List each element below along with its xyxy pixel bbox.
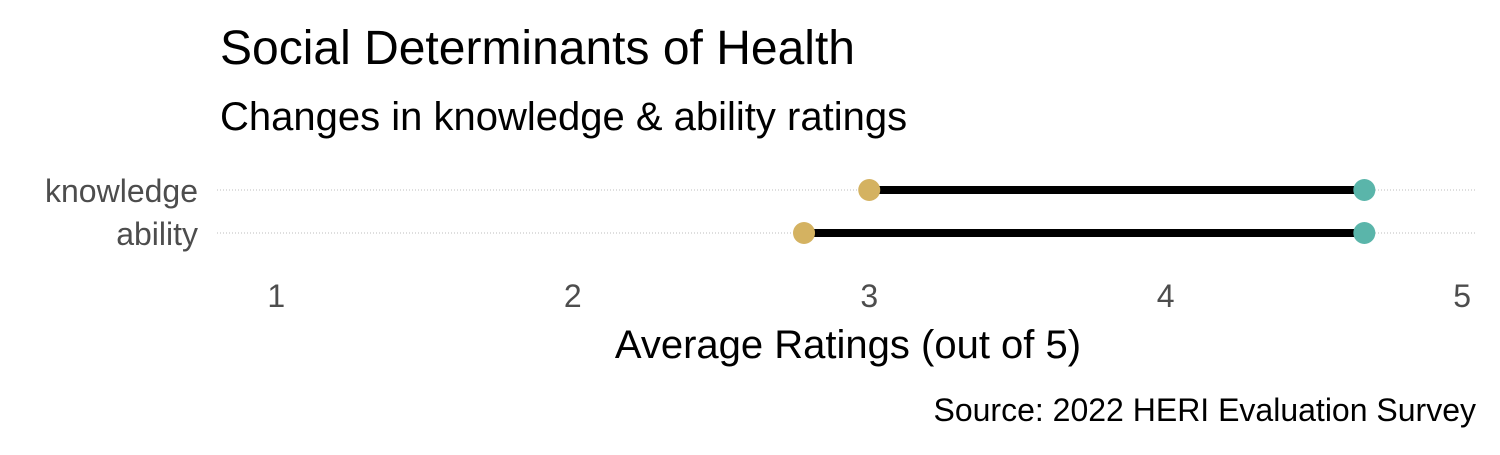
point-ability-1 (1353, 222, 1376, 244)
point-ability-0 (793, 222, 816, 244)
point-knowledge-0 (858, 179, 881, 201)
x-axis-title: Average Ratings (out of 5) (615, 323, 1081, 367)
x-tick-label-5: 5 (1453, 278, 1471, 314)
category-label-ability: ability (116, 216, 198, 252)
chart-subtitle: Changes in knowledge & ability ratings (220, 95, 907, 139)
x-tick-label-3: 3 (860, 278, 878, 314)
point-knowledge-1 (1353, 179, 1376, 201)
chart-caption: Source: 2022 HERI Evaluation Survey (933, 392, 1476, 428)
category-label-knowledge: knowledge (45, 173, 198, 209)
plot-area: knowledge ability 1 2 3 4 5 (45, 173, 1477, 314)
x-tick-label-1: 1 (267, 278, 285, 314)
x-tick-label-2: 2 (564, 278, 582, 314)
x-tick-label-4: 4 (1157, 278, 1175, 314)
chart-title: Social Determinants of Health (220, 22, 855, 75)
